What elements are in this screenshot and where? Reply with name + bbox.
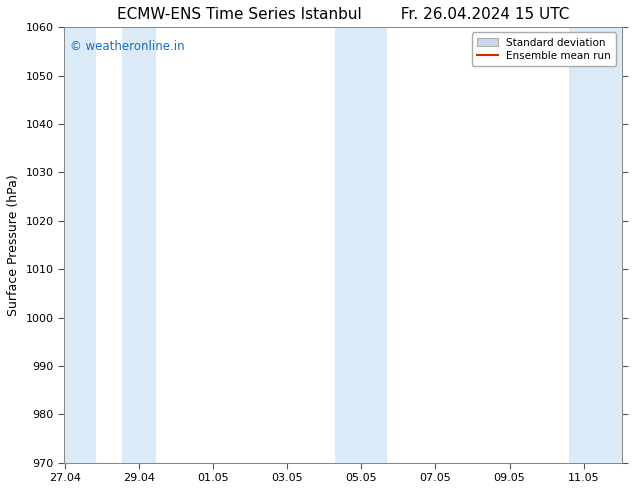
- Title: ECMW-ENS Time Series Istanbul        Fr. 26.04.2024 15 UTC: ECMW-ENS Time Series Istanbul Fr. 26.04.…: [117, 7, 569, 22]
- Bar: [335, 27, 387, 463]
- Bar: [569, 27, 621, 463]
- Y-axis label: Surface Pressure (hPa): Surface Pressure (hPa): [7, 174, 20, 316]
- Legend: Standard deviation, Ensemble mean run: Standard deviation, Ensemble mean run: [472, 32, 616, 66]
- Bar: [122, 27, 155, 463]
- Text: © weatheronline.in: © weatheronline.in: [70, 40, 184, 53]
- Bar: [64, 27, 96, 463]
